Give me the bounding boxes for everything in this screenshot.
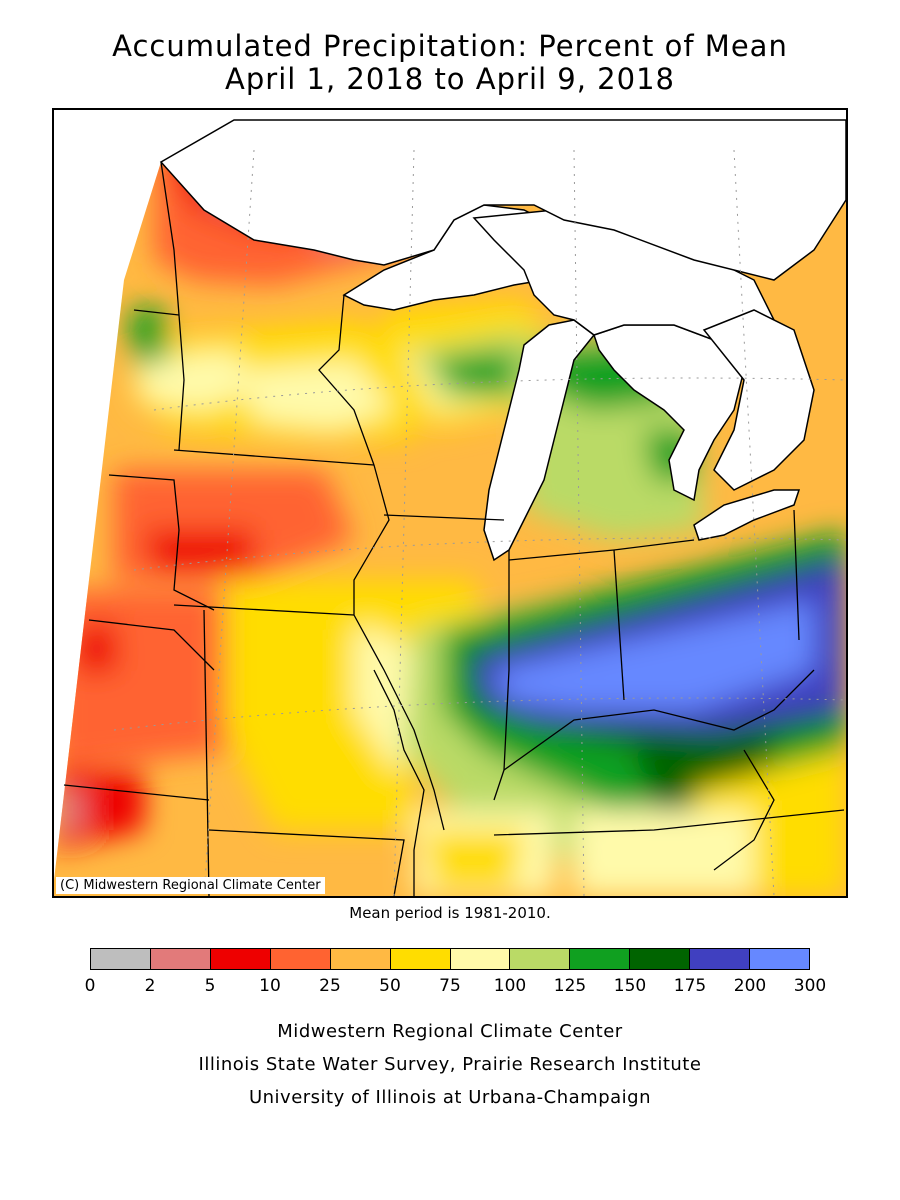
legend-tick-labels: 0 2 5 10 25 50 75 100 125 150 175 200 300 xyxy=(85,976,827,1000)
il-in-border xyxy=(493,550,510,801)
mn-ia-border xyxy=(173,449,375,466)
legend-tick-label: 150 xyxy=(613,976,647,996)
legend-swatch: 150-175 xyxy=(630,949,691,969)
legend-swatch: 100-125 xyxy=(510,949,571,969)
oh-pa-border xyxy=(793,509,800,641)
legend-tick-label: 50 xyxy=(379,976,401,996)
legend-tick-label: 75 xyxy=(439,976,461,996)
credit-line-2: Illinois State Water Survey, Prairie Res… xyxy=(198,1054,702,1075)
nd-sd-border xyxy=(133,309,180,316)
wi-il-border xyxy=(383,514,505,521)
map-svg xyxy=(54,119,846,896)
legend-swatch: 175-200 xyxy=(690,949,751,969)
legend-tick-label: 175 xyxy=(673,976,707,996)
legend-tick-label: 10 xyxy=(259,976,281,996)
precipitation-map: (C) Midwestern Regional Climate Center xyxy=(52,108,848,898)
legend-swatch: 10-25 xyxy=(270,949,331,969)
legend-tick-label: 200 xyxy=(733,976,767,996)
ky-wv-border xyxy=(713,749,775,871)
mean-period-note: Mean period is 1981-2010. xyxy=(349,904,551,922)
mississippi-river xyxy=(373,669,425,896)
legend-swatch: 0-2 xyxy=(91,949,151,969)
legend-tick-label: 0 xyxy=(84,976,96,996)
map-date-range: April 1, 2018 to April 9, 2018 xyxy=(225,62,675,96)
ontario-land xyxy=(702,309,815,491)
legend-swatch: 2-5 xyxy=(150,949,211,969)
map-title: Accumulated Precipitation: Percent of Me… xyxy=(112,29,788,63)
legend-swatch: 200-300 xyxy=(750,949,810,969)
legend-tick-label: 5 xyxy=(204,976,216,996)
copyright-notice: (C) Midwestern Regional Climate Center xyxy=(56,877,325,894)
upper-land xyxy=(159,119,846,281)
legend-tick-label: 25 xyxy=(319,976,341,996)
ia-mo-border xyxy=(173,604,355,616)
great-lakes xyxy=(159,119,846,562)
sd-ne-border xyxy=(88,619,215,671)
ky-tn-border xyxy=(493,809,845,836)
mo-ar-border xyxy=(208,829,405,896)
legend-tick-label: 300 xyxy=(793,976,827,996)
mn-wi-border xyxy=(318,294,375,466)
mo-ks-border xyxy=(203,609,210,896)
credit-line-1: Midwestern Regional Climate Center xyxy=(277,1021,623,1042)
ohio-river xyxy=(503,669,815,771)
ia-il-border xyxy=(353,464,445,831)
state-boundaries xyxy=(63,161,845,896)
legend-swatch: 5-10 xyxy=(210,949,271,969)
lake-erie xyxy=(693,489,801,541)
ia-sd-border xyxy=(108,474,215,611)
in-mi-border xyxy=(508,549,615,561)
legend-swatch: 75-100 xyxy=(450,949,511,969)
legend-swatch: 25-50 xyxy=(330,949,391,969)
legend-tick-label: 2 xyxy=(144,976,156,996)
credit-line-3: University of Illinois at Urbana-Champai… xyxy=(248,1087,652,1108)
color-legend: 0-22-55-1010-2525-5050-7575-100100-12512… xyxy=(90,948,810,970)
legend-tick-label: 100 xyxy=(493,976,527,996)
legend-tick-label: 125 xyxy=(553,976,587,996)
mi-oh-border xyxy=(613,539,695,551)
in-oh-border xyxy=(613,549,625,701)
legend-swatch: 125-150 xyxy=(570,949,631,969)
legend-swatch: 50-75 xyxy=(390,949,451,969)
graticule xyxy=(113,149,846,896)
ne-ks-border xyxy=(63,784,210,801)
